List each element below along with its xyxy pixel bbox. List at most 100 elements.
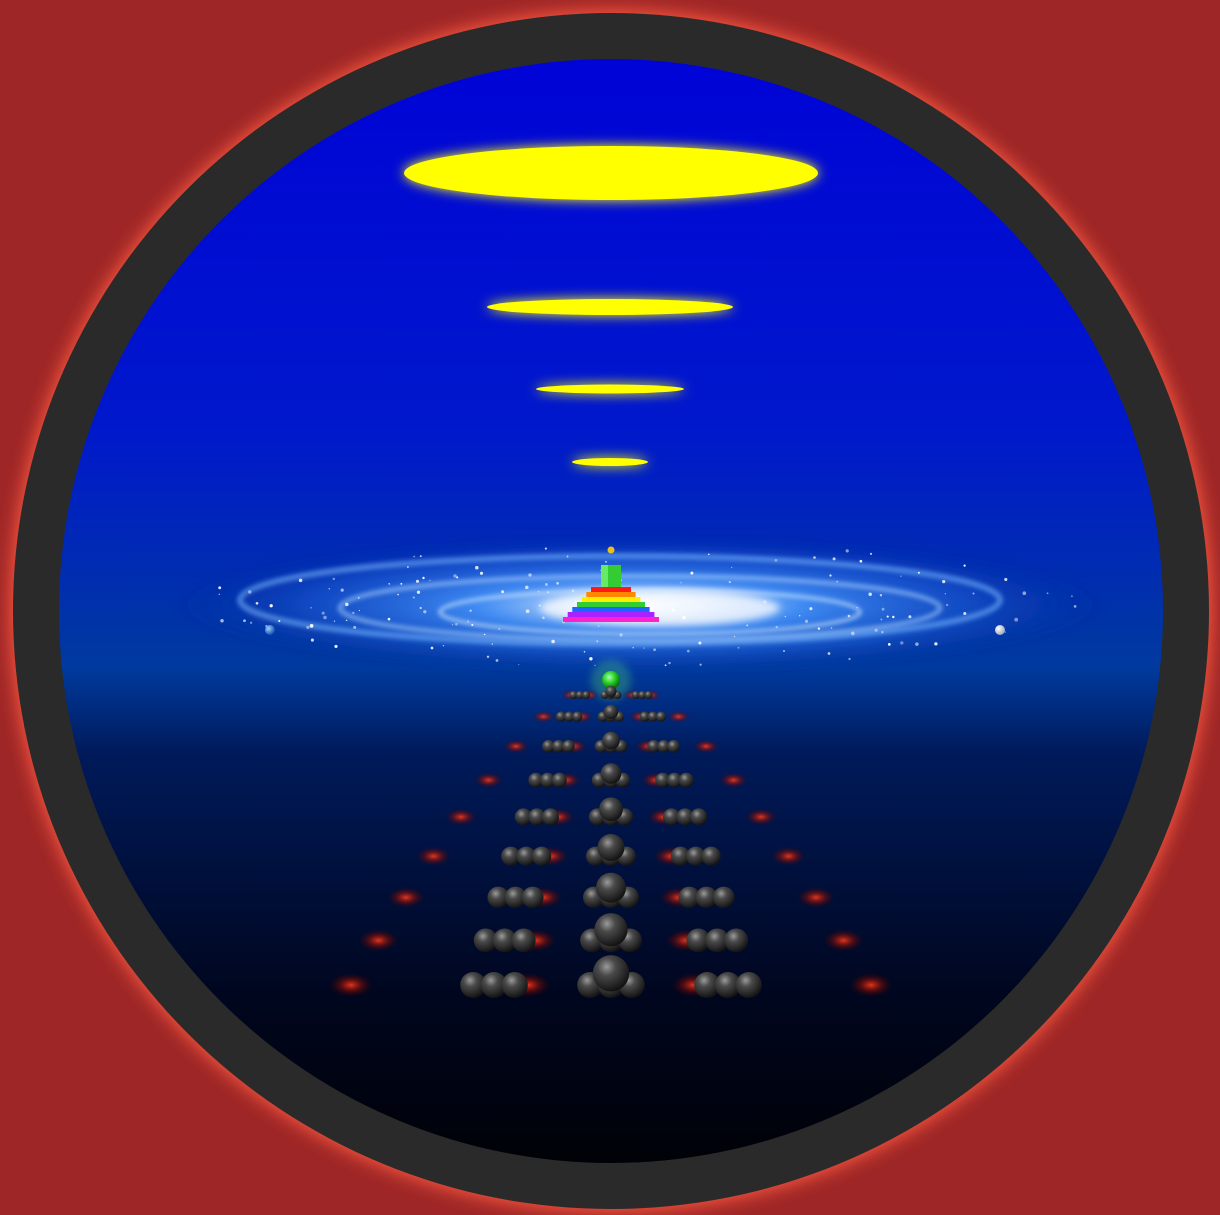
grey-sphere: [657, 740, 670, 753]
galaxy-star: [1070, 595, 1073, 598]
grey-sphere: [713, 886, 735, 909]
galaxy-star: [874, 628, 878, 632]
galaxy-star: [334, 644, 338, 648]
galaxy-star: [551, 639, 555, 644]
galaxy-star: [942, 579, 946, 584]
galaxy-star: [597, 625, 600, 627]
galaxy-star: [248, 590, 252, 594]
galaxy-star: [323, 615, 327, 620]
galaxy-star: [963, 564, 966, 567]
galaxy-star: [400, 582, 403, 585]
galaxy-star: [544, 547, 547, 550]
red-glow-cluster: [796, 886, 836, 909]
grey-sphere: [521, 886, 544, 909]
grey-sphere: [594, 913, 628, 947]
grey-sphere: [501, 846, 521, 866]
galaxy-star: [917, 571, 920, 574]
galaxy-star: [453, 574, 457, 578]
grey-sphere: [572, 711, 583, 722]
galaxy-star: [783, 650, 785, 652]
red-glow-cluster: [531, 710, 556, 723]
galaxy-star: [442, 644, 445, 647]
red-glow-cluster: [692, 739, 720, 754]
red-glow-cluster: [473, 772, 504, 789]
galaxy-star: [817, 627, 821, 630]
galaxy-star: [333, 620, 336, 622]
galaxy-star: [963, 611, 967, 616]
grey-sphere: [514, 808, 532, 826]
red-glow-cluster: [744, 808, 778, 826]
galaxy-star: [412, 596, 415, 599]
grey-sphere: [528, 772, 544, 788]
galaxy-star: [908, 615, 912, 619]
galaxy-star: [619, 633, 623, 637]
grey-sphere: [599, 797, 623, 822]
galaxy-star: [798, 614, 801, 617]
galaxy-star: [784, 615, 787, 618]
galaxy-star: [407, 566, 409, 568]
grey-sphere: [575, 691, 584, 699]
grey-sphere: [501, 972, 528, 998]
galaxy-star: [345, 619, 348, 622]
galaxy-star: [699, 663, 702, 666]
galaxy-star: [836, 580, 839, 583]
galaxy-star: [1004, 577, 1008, 582]
rainbow-pyramid: [563, 565, 659, 622]
galaxy-star: [358, 609, 361, 612]
galaxy-star: [829, 574, 832, 577]
galaxy-star: [804, 619, 809, 623]
grey-sphere: [481, 972, 507, 998]
galaxy-star: [934, 642, 938, 646]
red-glow-cluster: [502, 739, 530, 754]
green-orb-icon: [602, 671, 620, 689]
galaxy-star: [422, 576, 425, 580]
grey-sphere: [667, 772, 682, 788]
galaxy-star: [886, 615, 889, 618]
galaxy-star: [690, 571, 694, 575]
galaxy-star: [850, 631, 855, 636]
galaxy-star: [423, 610, 427, 614]
galaxy-star: [728, 581, 731, 584]
galaxy-star: [1004, 631, 1007, 633]
galaxy-star: [774, 559, 778, 562]
galaxy-star: [827, 652, 831, 655]
galaxy-star: [419, 555, 422, 557]
galaxy-star: [900, 641, 904, 645]
galaxy-star: [881, 631, 884, 634]
galaxy-star: [859, 559, 863, 563]
grey-sphere: [592, 955, 630, 992]
grey-sphere: [686, 846, 706, 866]
galaxy-star: [698, 641, 702, 645]
galaxy-star: [1022, 591, 1027, 596]
grey-sphere: [532, 846, 552, 866]
galaxy-star: [243, 619, 246, 623]
galaxy-star: [498, 627, 501, 630]
grey-sphere: [705, 928, 730, 953]
galaxy-star: [321, 611, 325, 615]
galaxy-star: [707, 553, 710, 556]
galaxy-star: [746, 624, 749, 627]
grey-sphere: [602, 731, 620, 750]
galaxy-star: [868, 592, 872, 597]
grey-sphere: [596, 872, 626, 903]
grey-sphere: [690, 808, 708, 826]
grey-sphere: [694, 972, 721, 998]
galaxy-star: [528, 573, 532, 577]
grey-sphere: [552, 772, 567, 788]
grey-sphere: [655, 772, 670, 788]
grey-sphere: [686, 928, 711, 953]
disc-1: [404, 146, 818, 200]
red-glow-cluster: [822, 928, 865, 953]
galaxy-star: [632, 646, 634, 649]
galaxy-star: [574, 600, 577, 603]
red-glow-cluster: [357, 928, 400, 953]
galaxy-star: [879, 594, 883, 597]
white-moon-icon: [995, 625, 1005, 635]
grey-sphere: [487, 886, 510, 909]
grey-sphere: [603, 704, 619, 720]
galaxy-star: [544, 583, 548, 586]
galaxy-star: [491, 643, 493, 645]
galaxy-star: [218, 593, 221, 596]
galaxy-star: [972, 592, 975, 595]
